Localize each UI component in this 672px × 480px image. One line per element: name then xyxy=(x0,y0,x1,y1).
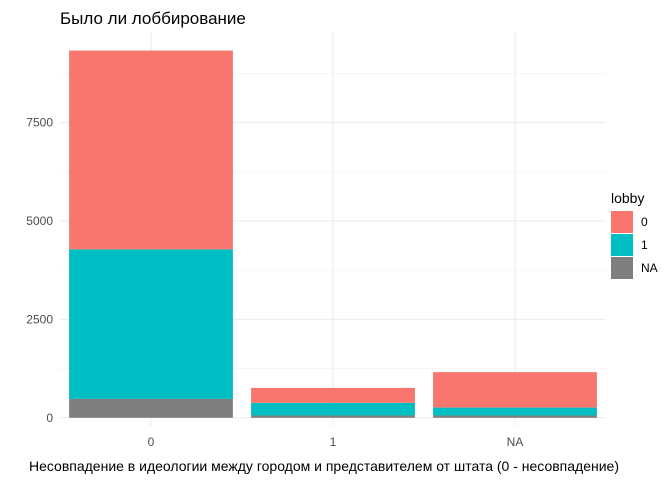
bar-NA-lobby-1 xyxy=(433,407,597,416)
x-axis-label: Несовпадение в идеологии между городом и… xyxy=(29,458,619,474)
bar-NA-lobby-NA xyxy=(433,415,597,418)
legend-key-1 xyxy=(611,234,633,256)
legend-key-0 xyxy=(611,211,633,233)
bar-1-lobby-0 xyxy=(251,387,415,403)
y-tick-label: 2500 xyxy=(26,312,53,326)
legend-label: 0 xyxy=(641,215,648,229)
legend: lobby 0 1 NA xyxy=(611,190,658,279)
legend-label: 1 xyxy=(641,238,648,252)
bars xyxy=(69,50,597,418)
x-tick-label: NA xyxy=(507,435,524,449)
bar-1-lobby-NA xyxy=(251,415,415,418)
bar-0-lobby-1 xyxy=(69,249,233,399)
x-tick-label: 0 xyxy=(148,435,155,449)
chart-title: Было ли лоббирование xyxy=(60,9,246,28)
y-axis-ticks: 0 2500 5000 7500 xyxy=(26,116,53,425)
y-tick-label: 5000 xyxy=(26,214,53,228)
x-axis-ticks: 0 1 NA xyxy=(148,435,524,449)
y-tick-label: 7500 xyxy=(26,116,53,130)
legend-key-NA xyxy=(611,257,633,279)
y-tick-label: 0 xyxy=(46,411,53,425)
legend-label: NA xyxy=(641,261,658,275)
bar-1-lobby-1 xyxy=(251,402,415,416)
bar-0-lobby-0 xyxy=(69,50,233,250)
bar-NA-lobby-0 xyxy=(433,372,597,408)
x-tick-label: 1 xyxy=(330,435,337,449)
legend-title: lobby xyxy=(611,190,644,206)
bar-0-lobby-NA xyxy=(69,398,233,418)
